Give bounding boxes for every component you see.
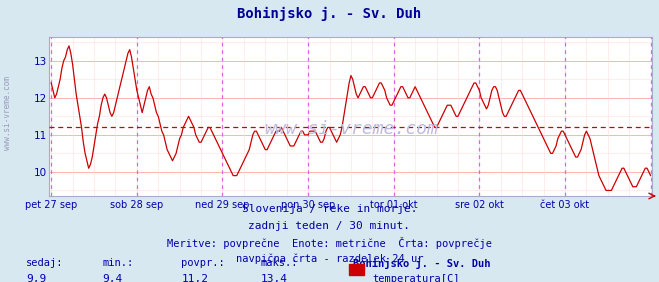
Text: temperatura[C]: temperatura[C] bbox=[372, 274, 460, 282]
Text: www.si-vreme.com: www.si-vreme.com bbox=[264, 120, 438, 138]
Text: zadnji teden / 30 minut.: zadnji teden / 30 minut. bbox=[248, 221, 411, 231]
Text: sedaj:: sedaj: bbox=[26, 258, 64, 268]
Text: maks.:: maks.: bbox=[260, 258, 298, 268]
Text: navpična črta - razdelek 24 ur: navpična črta - razdelek 24 ur bbox=[236, 254, 423, 264]
Text: 9,4: 9,4 bbox=[102, 274, 123, 282]
Text: Bohinjsko j. - Sv. Duh: Bohinjsko j. - Sv. Duh bbox=[237, 7, 422, 21]
Text: 11,2: 11,2 bbox=[181, 274, 208, 282]
Text: Bohinjsko j. - Sv. Duh: Bohinjsko j. - Sv. Duh bbox=[353, 258, 490, 269]
Text: Meritve: povprečne  Enote: metrične  Črta: povprečje: Meritve: povprečne Enote: metrične Črta:… bbox=[167, 237, 492, 249]
Text: www.si-vreme.com: www.si-vreme.com bbox=[3, 76, 13, 150]
Text: 9,9: 9,9 bbox=[26, 274, 47, 282]
Text: min.:: min.: bbox=[102, 258, 133, 268]
Text: Slovenija / reke in morje.: Slovenija / reke in morje. bbox=[242, 204, 417, 214]
Text: 13,4: 13,4 bbox=[260, 274, 287, 282]
Text: povpr.:: povpr.: bbox=[181, 258, 225, 268]
